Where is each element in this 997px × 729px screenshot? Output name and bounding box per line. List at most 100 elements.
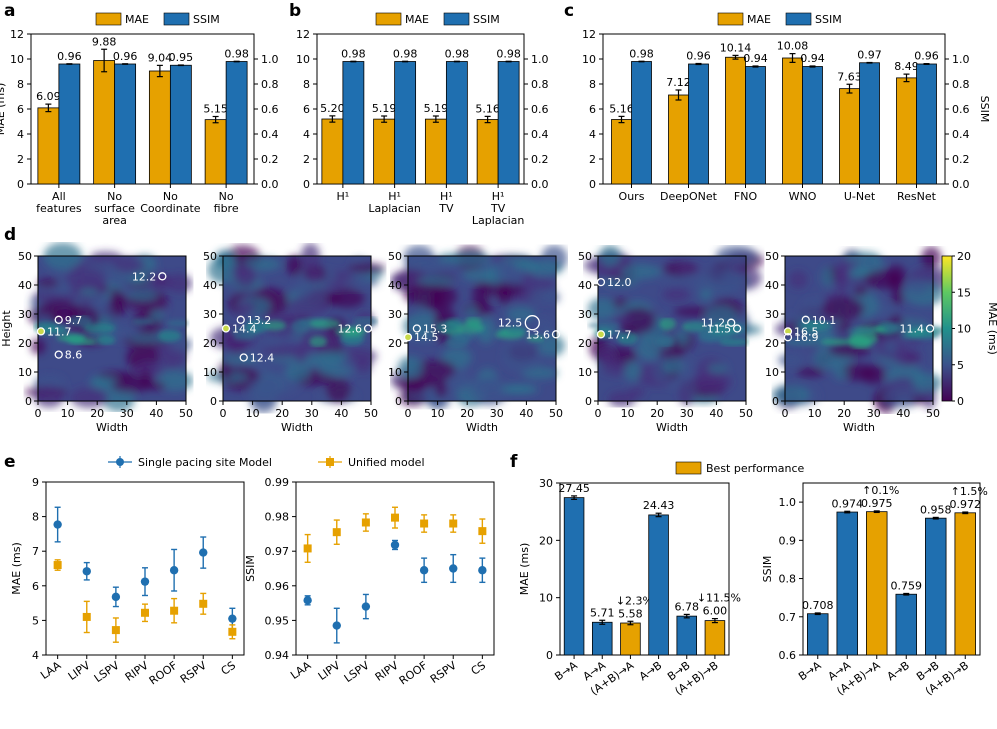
x-tick-label: 50 xyxy=(364,407,378,420)
data-label: 7.12 xyxy=(666,76,691,89)
heatmap-blob xyxy=(302,353,345,369)
x-tick-label: Coordinate xyxy=(140,202,201,215)
colorbar-tick-label: 5 xyxy=(957,359,964,372)
heatmap-blob xyxy=(67,315,93,328)
colorbar-tick-label: 20 xyxy=(957,250,971,263)
heatmap-blob xyxy=(620,263,661,280)
heatmap-blob xyxy=(902,331,939,339)
heatmap-blob xyxy=(472,281,491,309)
unified-model-point xyxy=(141,608,149,617)
y-tick-label: 20 xyxy=(388,337,402,350)
pacing-site-label: 11.4 xyxy=(900,323,925,336)
mae-bar xyxy=(321,118,344,185)
heatmap-blob xyxy=(149,273,173,291)
heatmap-band xyxy=(587,317,750,347)
pacing-site-label: 17.7 xyxy=(607,328,632,341)
x-tick-label: 20 xyxy=(275,407,289,420)
y-tick-label: 20 xyxy=(203,337,217,350)
best-bar xyxy=(704,620,726,656)
pacing-site-marker xyxy=(925,324,935,333)
x-tick-label: 10 xyxy=(431,407,445,420)
heatmap-blob xyxy=(158,329,182,342)
y-tick-label: 10 xyxy=(388,366,402,379)
heatmap-blob xyxy=(465,306,479,319)
y-tick-label: 30 xyxy=(539,477,553,490)
x-tick-label: H¹ xyxy=(337,190,350,203)
y2-tick-label: 1.0 xyxy=(952,53,970,66)
best-bar xyxy=(866,511,888,656)
x-tick-label: H¹ xyxy=(388,190,401,203)
unified-model-point xyxy=(199,599,208,608)
y-tick-label: 10 xyxy=(539,592,553,605)
y-axis-label: SSIM xyxy=(244,555,257,582)
pacing-site-marker xyxy=(551,330,561,339)
x-tick-label: 10 xyxy=(246,407,260,420)
heatmap-blob xyxy=(334,326,368,337)
x-tick-label: ROOF xyxy=(147,659,180,688)
legend-unified-label: Unified model xyxy=(348,456,425,469)
x-tick-label: area xyxy=(102,214,127,227)
heatmap-frame xyxy=(407,255,557,402)
heatmap-blob xyxy=(506,306,536,323)
x-axis-label: Width xyxy=(466,421,498,434)
y-tick-label: 30 xyxy=(388,308,402,321)
heatmap-blob xyxy=(884,339,898,353)
bar xyxy=(676,615,698,656)
unified-model-point xyxy=(332,528,341,537)
x-tick-label: 0 xyxy=(220,407,227,420)
data-label: 0.98 xyxy=(393,47,418,60)
y-tick-label: 4 xyxy=(32,649,39,662)
data-label: 0.94 xyxy=(743,52,768,65)
heatmap-blob xyxy=(37,327,69,335)
y-tick-label: 40 xyxy=(388,279,402,292)
pacing-site-label: 16.5 xyxy=(794,325,819,338)
data-label: 5.20 xyxy=(320,102,345,115)
data-label: 0.974 xyxy=(832,497,864,510)
y-tick-label: 0 xyxy=(772,395,779,408)
y-tick-label: 10 xyxy=(765,366,779,379)
y-tick-label: 30 xyxy=(203,308,217,321)
y-tick-label: 50 xyxy=(578,250,592,263)
y2-tick-label: 1.0 xyxy=(261,53,279,66)
colorbar-tick-label: 0 xyxy=(957,395,964,408)
pacing-site-label: 12.4 xyxy=(250,352,275,365)
best-bar xyxy=(620,622,641,656)
legend-ssim-swatch xyxy=(443,12,470,26)
pacing-site-marker xyxy=(363,324,373,333)
ssim-bar xyxy=(631,61,652,185)
heatmap-blob xyxy=(587,322,621,329)
legend-ssim-label: SSIM xyxy=(473,13,500,26)
heatmap-blob xyxy=(234,301,256,315)
unified-model-point xyxy=(53,561,62,570)
x-tick-label: B→A xyxy=(552,659,580,684)
y-tick-label: 10 xyxy=(10,53,24,66)
x-tick-label: 30 xyxy=(305,407,319,420)
x-tick-label: LIPV xyxy=(316,659,343,683)
panel-letter-e: e xyxy=(4,452,16,472)
single-model-point xyxy=(390,540,400,550)
y-tick-label: 0.99 xyxy=(265,476,290,489)
x-tick-label: CS xyxy=(219,659,238,678)
heatmap-band xyxy=(436,316,545,349)
unified-model-point xyxy=(391,513,399,522)
heatmap-blob xyxy=(883,322,907,333)
y-tick-label: 2 xyxy=(303,153,310,166)
y2-tick-label: 0.2 xyxy=(261,153,279,166)
ssim-bar xyxy=(802,66,823,185)
pacing-site-label: 15.3 xyxy=(423,323,448,336)
x-tick-label: Ours xyxy=(619,190,645,203)
bar xyxy=(895,593,917,656)
y-tick-label: 20 xyxy=(18,337,32,350)
heatmap-blob xyxy=(636,336,662,361)
y-tick-label: 0 xyxy=(395,395,402,408)
heatmap-texture xyxy=(206,243,387,414)
legend-a: MAE SSIM xyxy=(95,12,220,26)
mae-bar xyxy=(611,119,632,185)
change-annotation: ↓11.5% xyxy=(697,592,741,605)
unified-model-point xyxy=(228,627,237,636)
y-tick-label: 12 xyxy=(582,28,596,41)
y-tick-label: 5 xyxy=(32,614,39,627)
pacing-site-label: 11.5 xyxy=(707,323,732,336)
plot-frame xyxy=(602,33,946,185)
